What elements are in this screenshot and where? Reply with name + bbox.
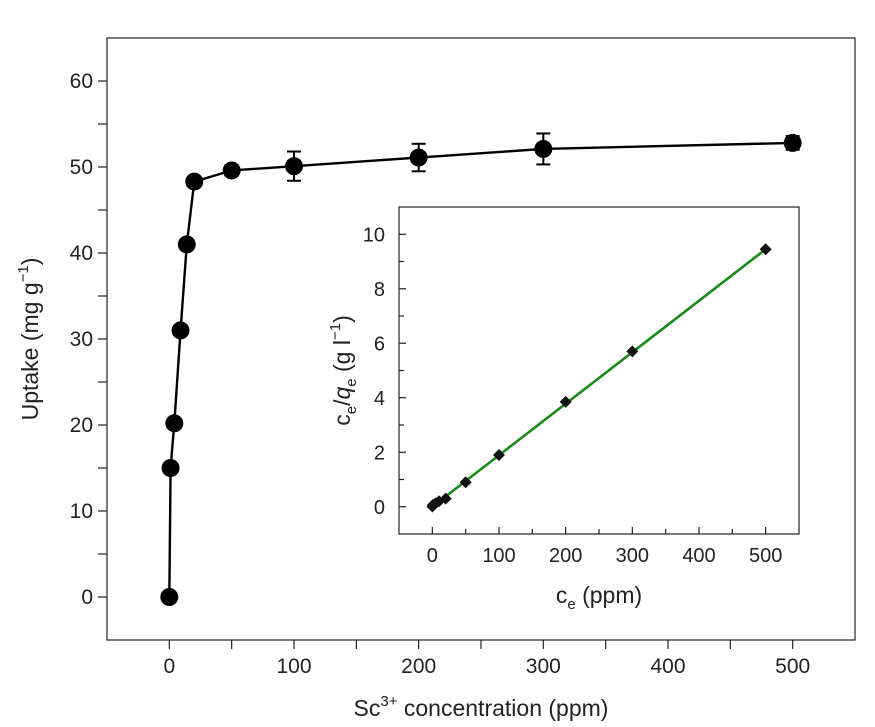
inset-data-point xyxy=(759,243,772,256)
main-x-tick-label: 100 xyxy=(276,655,311,678)
main-x-tick-label: 200 xyxy=(401,655,436,678)
main-data-point xyxy=(171,321,190,340)
main-x-axis-label-sup: 3+ xyxy=(380,693,397,710)
main-y-tick-label: 30 xyxy=(70,328,93,351)
main-data-point xyxy=(160,588,179,606)
inset-x-tick-label: 400 xyxy=(682,545,715,567)
inset-y-tick-label: 0 xyxy=(374,497,385,519)
main-x-tick-label: 300 xyxy=(526,655,561,678)
main-x-axis: 0 100 200 300 400 500 xyxy=(163,640,810,678)
inset-data-point xyxy=(626,345,639,358)
inset-x-axis-label-sub: e xyxy=(567,596,575,613)
main-y-axis-label-sup: −1 xyxy=(15,265,32,282)
inset-x-tick-label: 0 xyxy=(427,545,438,567)
inset-y-tick-label: 6 xyxy=(374,333,385,355)
main-series xyxy=(160,132,802,606)
inset-x-axis: 0 100 200 300 400 500 xyxy=(427,527,782,567)
inset-y-axis-label-sub2: e xyxy=(343,378,360,386)
main-y-tick-label: 60 xyxy=(70,70,93,93)
main-x-tick-label: 400 xyxy=(650,655,685,678)
main-data-point xyxy=(285,157,303,176)
main-x-axis-label: Sc3+ concentration (ppm) xyxy=(354,693,609,721)
inset-data-point xyxy=(459,476,472,489)
main-y-tick-label: 50 xyxy=(70,156,93,179)
main-y-tick-label: 20 xyxy=(70,414,93,437)
inset-y-axis-label: ce/qe (g l−1) xyxy=(327,315,360,426)
main-x-tick-label: 0 xyxy=(163,655,175,678)
main-data-point xyxy=(165,414,184,433)
inset-x-tick-label: 500 xyxy=(749,545,782,567)
inset-x-tick-label: 300 xyxy=(616,545,649,567)
inset-y-tick-label: 2 xyxy=(374,442,385,464)
main-data-point xyxy=(222,161,241,180)
main-data-point xyxy=(783,133,802,152)
inset-x-tick-label: 200 xyxy=(549,545,582,567)
main-y-axis-label: Uptake (mg g−1) xyxy=(15,258,43,421)
inset-y-axis-label-sub1: e xyxy=(343,406,360,414)
inset-y-tick-label: 10 xyxy=(363,224,385,246)
inset-y-tick-label: 4 xyxy=(374,388,385,410)
inset-y-axis-label-sup: −1 xyxy=(327,323,344,340)
inset-data-point xyxy=(439,492,452,505)
inset-data-point xyxy=(559,395,572,408)
inset-y-tick-label: 8 xyxy=(374,279,385,301)
inset-x-tick-label: 100 xyxy=(482,545,515,567)
main-x-tick-label: 500 xyxy=(775,655,810,678)
main-data-point xyxy=(185,172,204,191)
inset-series xyxy=(426,243,772,513)
main-y-tick-label: 0 xyxy=(81,586,93,609)
main-data-point xyxy=(177,235,196,254)
main-y-tick-label: 40 xyxy=(70,242,93,265)
inset-plot: 0 100 200 300 400 500 0 2 4 6 8 10 ce (ppm) ce/qe … xyxy=(327,206,800,613)
main-data-point xyxy=(161,459,180,477)
inset-y-axis: 0 2 4 6 8 10 xyxy=(363,224,406,519)
main-data-point xyxy=(409,148,428,167)
inset-data-point xyxy=(493,448,505,461)
main-y-tick-label: 10 xyxy=(70,500,93,523)
main-y-axis: 0 10 20 30 40 50 60 xyxy=(70,70,107,609)
main-data-point xyxy=(534,139,553,158)
inset-fit-line xyxy=(431,248,767,508)
inset-x-axis-label: ce (ppm) xyxy=(556,582,642,613)
